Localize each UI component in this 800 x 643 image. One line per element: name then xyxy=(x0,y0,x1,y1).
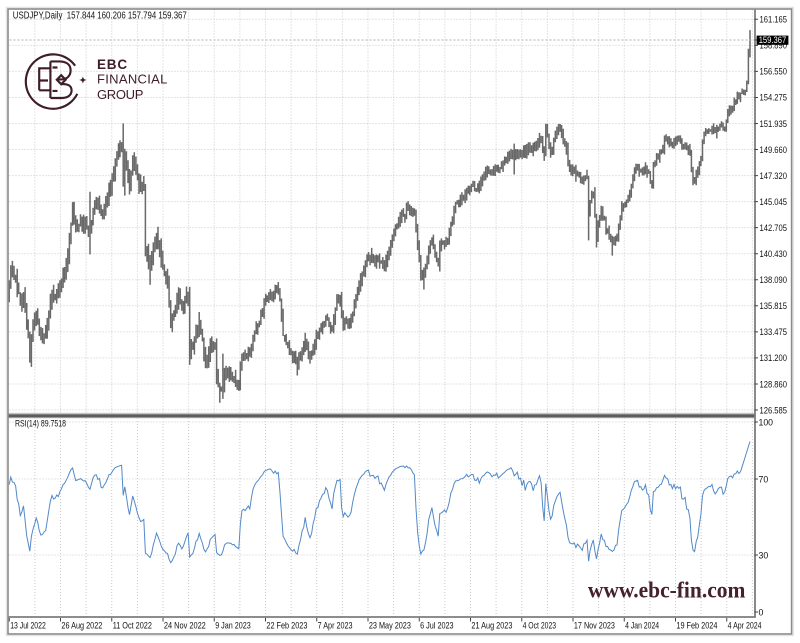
svg-text:GROUP: GROUP xyxy=(97,87,144,102)
svg-text:145.045: 145.045 xyxy=(760,197,788,208)
svg-text:FINANCIAL: FINANCIAL xyxy=(97,71,168,86)
svg-text:70: 70 xyxy=(759,474,769,485)
svg-text:19 Feb 2024: 19 Feb 2024 xyxy=(676,621,717,632)
svg-text:22 Feb 2023: 22 Feb 2023 xyxy=(266,621,307,632)
svg-text:147.320: 147.320 xyxy=(760,171,788,182)
svg-text:13 Jul 2022: 13 Jul 2022 xyxy=(10,621,46,632)
svg-text:www.ebc-fin.com: www.ebc-fin.com xyxy=(588,578,746,603)
svg-text:149.660: 149.660 xyxy=(760,145,788,156)
svg-text:133.475: 133.475 xyxy=(760,327,788,338)
svg-text:9 Jan 2023: 9 Jan 2023 xyxy=(215,621,251,632)
svg-text:156.550: 156.550 xyxy=(760,67,788,78)
svg-text:EBC: EBC xyxy=(97,57,128,72)
svg-text:140.430: 140.430 xyxy=(760,249,788,260)
svg-text:126.585: 126.585 xyxy=(760,405,788,416)
svg-text:USDJPY,Daily 157.844 160.206: USDJPY,Daily 157.844 160.206 157.794 159… xyxy=(13,10,187,21)
svg-text:154.275: 154.275 xyxy=(760,93,788,104)
svg-text:158.890: 158.890 xyxy=(760,41,788,52)
svg-text:23 May 2023: 23 May 2023 xyxy=(369,621,411,632)
svg-text:RSI(14) 89.7518: RSI(14) 89.7518 xyxy=(15,418,66,429)
svg-text:131.200: 131.200 xyxy=(760,353,788,364)
svg-text:21 Aug 2023: 21 Aug 2023 xyxy=(471,621,512,632)
svg-text:11 Oct 2022: 11 Oct 2022 xyxy=(113,621,152,632)
svg-text:138.090: 138.090 xyxy=(760,275,788,286)
svg-text:6 Jul 2023: 6 Jul 2023 xyxy=(420,621,454,632)
svg-text:100: 100 xyxy=(759,417,774,428)
svg-text:135.815: 135.815 xyxy=(760,301,788,312)
svg-text:30: 30 xyxy=(759,550,769,561)
svg-text:142.705: 142.705 xyxy=(760,223,788,234)
svg-text:151.935: 151.935 xyxy=(760,119,788,130)
svg-text:128.860: 128.860 xyxy=(760,379,788,390)
svg-text:4 Apr 2024: 4 Apr 2024 xyxy=(728,621,762,632)
svg-text:4 Oct 2023: 4 Oct 2023 xyxy=(523,621,557,632)
svg-text:17 Nov 2023: 17 Nov 2023 xyxy=(574,621,615,632)
svg-text:4 Jan 2024: 4 Jan 2024 xyxy=(625,621,659,632)
svg-text:7 Apr 2023: 7 Apr 2023 xyxy=(318,621,353,632)
svg-text:24 Nov 2022: 24 Nov 2022 xyxy=(164,621,206,632)
svg-text:26 Aug 2022: 26 Aug 2022 xyxy=(61,621,102,632)
svg-text:161.165: 161.165 xyxy=(760,15,788,26)
svg-text:159.367: 159.367 xyxy=(759,35,787,46)
svg-text:0: 0 xyxy=(759,607,764,618)
